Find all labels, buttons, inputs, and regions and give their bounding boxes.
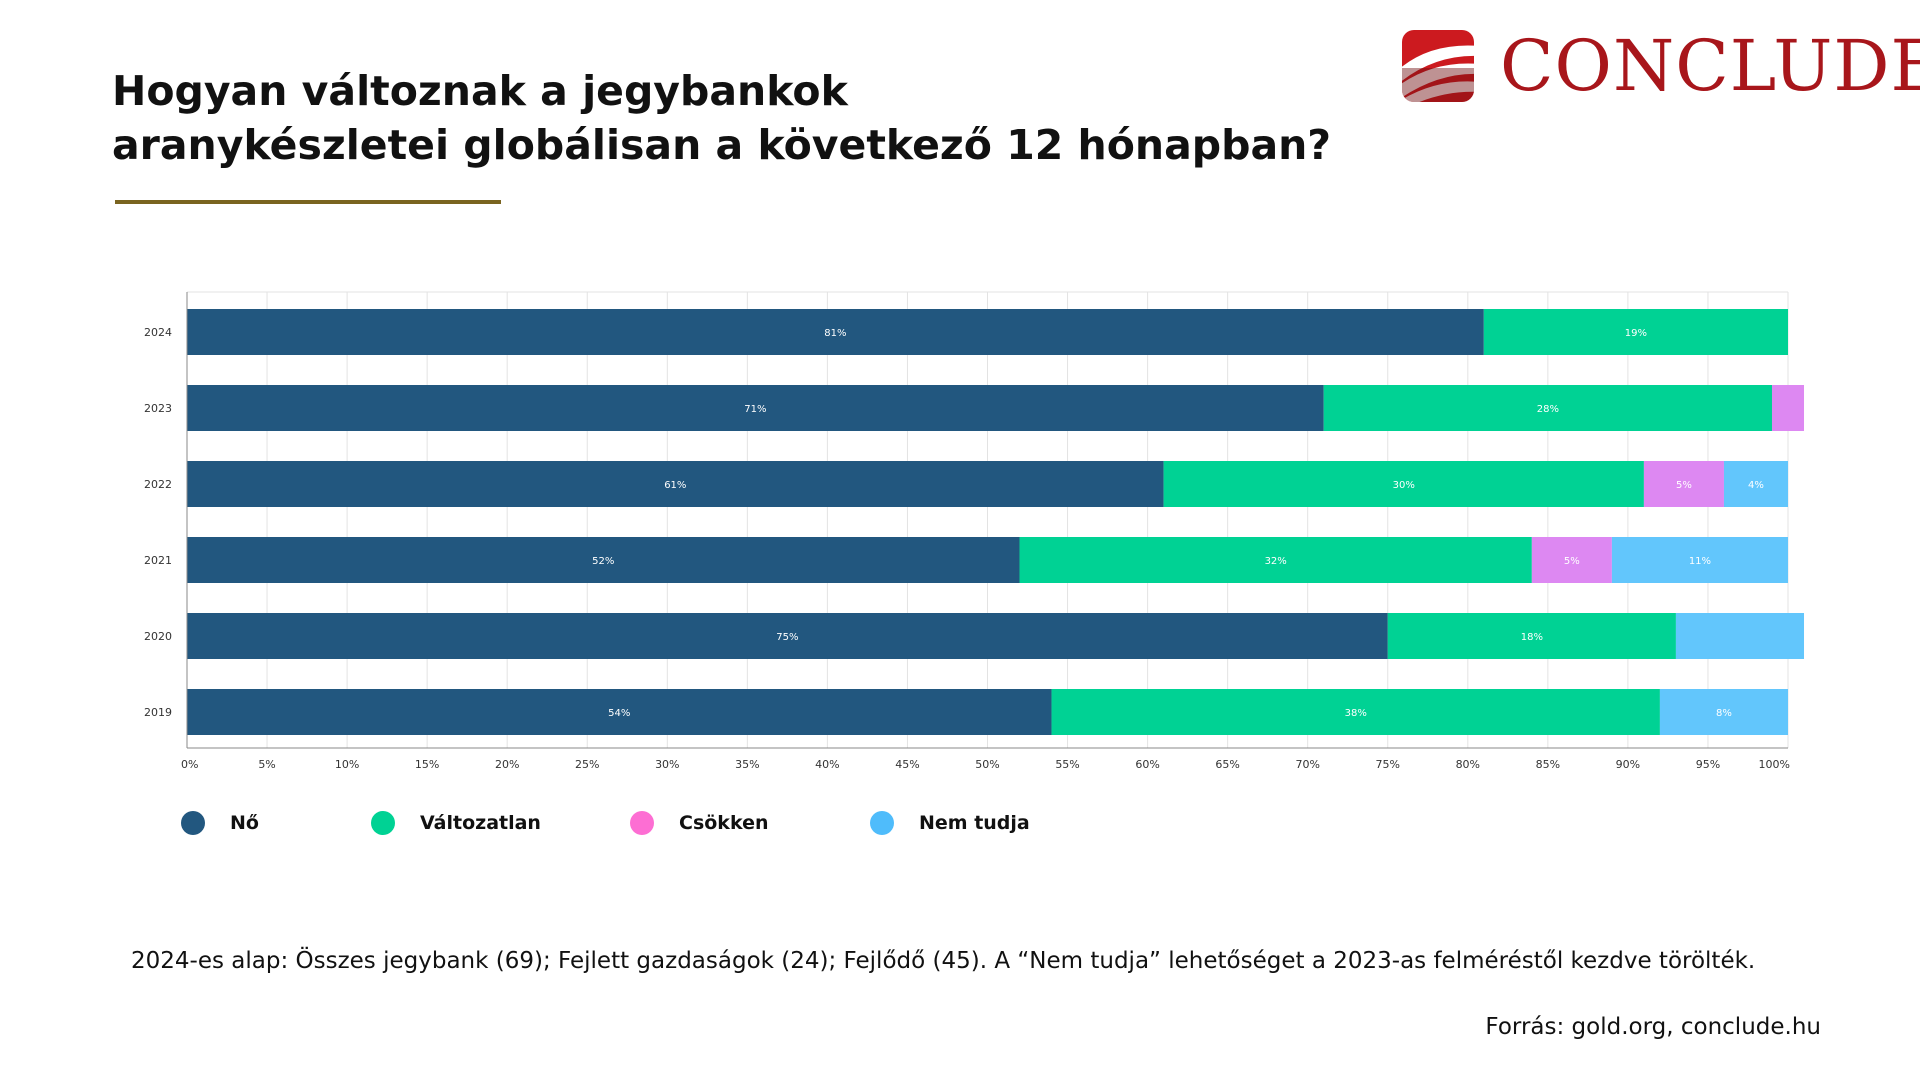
x-tick-label: 90% (1616, 758, 1640, 771)
x-tick-label: 65% (1215, 758, 1239, 771)
x-tick-label: 100% (1759, 758, 1790, 771)
data-label: 18% (1521, 632, 1543, 643)
bar-segment (1611, 537, 1788, 583)
x-tick-label: 45% (895, 758, 919, 771)
y-tick-label: 2021 (144, 554, 172, 567)
brand-logo: CONCLUDE (1400, 26, 1920, 106)
data-label: 32% (1265, 556, 1287, 567)
bar-segment (187, 309, 1484, 355)
data-label: 61% (664, 480, 686, 491)
legend-label: Csökken (679, 812, 769, 834)
x-tick-label: 60% (1135, 758, 1159, 771)
bar-segment (187, 537, 1020, 583)
data-label: 38% (1345, 708, 1367, 719)
footnote: 2024-es alap: Összes jegybank (69); Fejl… (131, 948, 1756, 974)
bar-segment (187, 385, 1324, 431)
bar-segment (1659, 689, 1788, 735)
bar-segment (1771, 385, 1805, 431)
data-label: 30% (1393, 480, 1415, 491)
x-tick-label: 35% (735, 758, 759, 771)
bar-segment (1723, 461, 1788, 507)
bar-segment (1019, 537, 1532, 583)
data-label: 5% (1676, 480, 1692, 491)
y-tick-label: 2020 (144, 630, 172, 643)
bar-segment (1483, 309, 1788, 355)
stacked-bar-chart: 2024 81% 19% 2023 71% 28% 2022 61% 30% 5% 4% 2021 52… (144, 291, 1805, 771)
x-tick-label: 70% (1295, 758, 1319, 771)
x-tick-label: 0% (181, 758, 198, 771)
data-label: 75% (776, 632, 798, 643)
legend-item: Csökken (630, 808, 768, 838)
bar-segment (1531, 537, 1612, 583)
y-tick-label: 2023 (144, 402, 172, 415)
data-label: 52% (592, 556, 614, 567)
bar-segment (1643, 461, 1724, 507)
data-label: 54% (608, 708, 630, 719)
legend-swatch (630, 811, 654, 835)
bar-segment (187, 613, 1388, 659)
x-tick-label: 15% (415, 758, 439, 771)
legend-item: Nő (181, 808, 259, 838)
x-tick-label: 75% (1376, 758, 1400, 771)
title-line-1: Hogyan változnak a jegybankok (112, 67, 848, 115)
chart-legend: Nő Változatlan Csökken Nem tudja (0, 808, 1920, 838)
bar-segment (1675, 613, 1805, 659)
legend-swatch (371, 811, 395, 835)
page-title: Hogyan változnak a jegybankok aranykészl… (112, 64, 1362, 172)
data-label: 71% (744, 404, 766, 415)
legend-item: Változatlan (371, 808, 541, 838)
legend-label: Nő (230, 812, 259, 834)
data-label: 8% (1716, 708, 1732, 719)
source-line: Forrás: gold.org, conclude.hu (1485, 1014, 1821, 1040)
bar-segment (187, 689, 1052, 735)
bar-segment (1163, 461, 1644, 507)
x-tick-label: 85% (1536, 758, 1560, 771)
legend-item: Nem tudja (870, 808, 1030, 838)
x-tick-label: 30% (655, 758, 679, 771)
bar-segment (1387, 613, 1676, 659)
x-tick-label: 5% (258, 758, 275, 771)
data-label: 81% (824, 328, 846, 339)
x-tick-label: 20% (495, 758, 519, 771)
x-tick-label: 25% (575, 758, 599, 771)
data-label: 5% (1564, 556, 1580, 567)
data-label: 19% (1625, 328, 1647, 339)
legend-label: Változatlan (420, 812, 541, 834)
data-label: 11% (1689, 556, 1711, 567)
x-tick-label: 95% (1696, 758, 1720, 771)
title-underline (115, 200, 501, 204)
x-tick-label: 40% (815, 758, 839, 771)
legend-label: Nem tudja (919, 812, 1030, 834)
data-label: 28% (1537, 404, 1559, 415)
y-tick-label: 2024 (144, 326, 172, 339)
y-tick-label: 2019 (144, 706, 172, 719)
bar-segment (1051, 689, 1660, 735)
conclude-logo-icon (1402, 30, 1474, 102)
x-tick-label: 80% (1456, 758, 1480, 771)
bar-segment (1323, 385, 1772, 431)
x-tick-label: 10% (335, 758, 359, 771)
x-tick-label: 55% (1055, 758, 1079, 771)
legend-swatch (181, 811, 205, 835)
legend-swatch (870, 811, 894, 835)
bar-segment (187, 461, 1164, 507)
x-tick-label: 50% (975, 758, 999, 771)
title-line-2: aranykészletei globálisan a következő 12… (112, 121, 1332, 169)
y-tick-label: 2022 (144, 478, 172, 491)
data-label: 4% (1748, 480, 1764, 491)
logo-wordmark: CONCLUDE (1500, 25, 1920, 107)
